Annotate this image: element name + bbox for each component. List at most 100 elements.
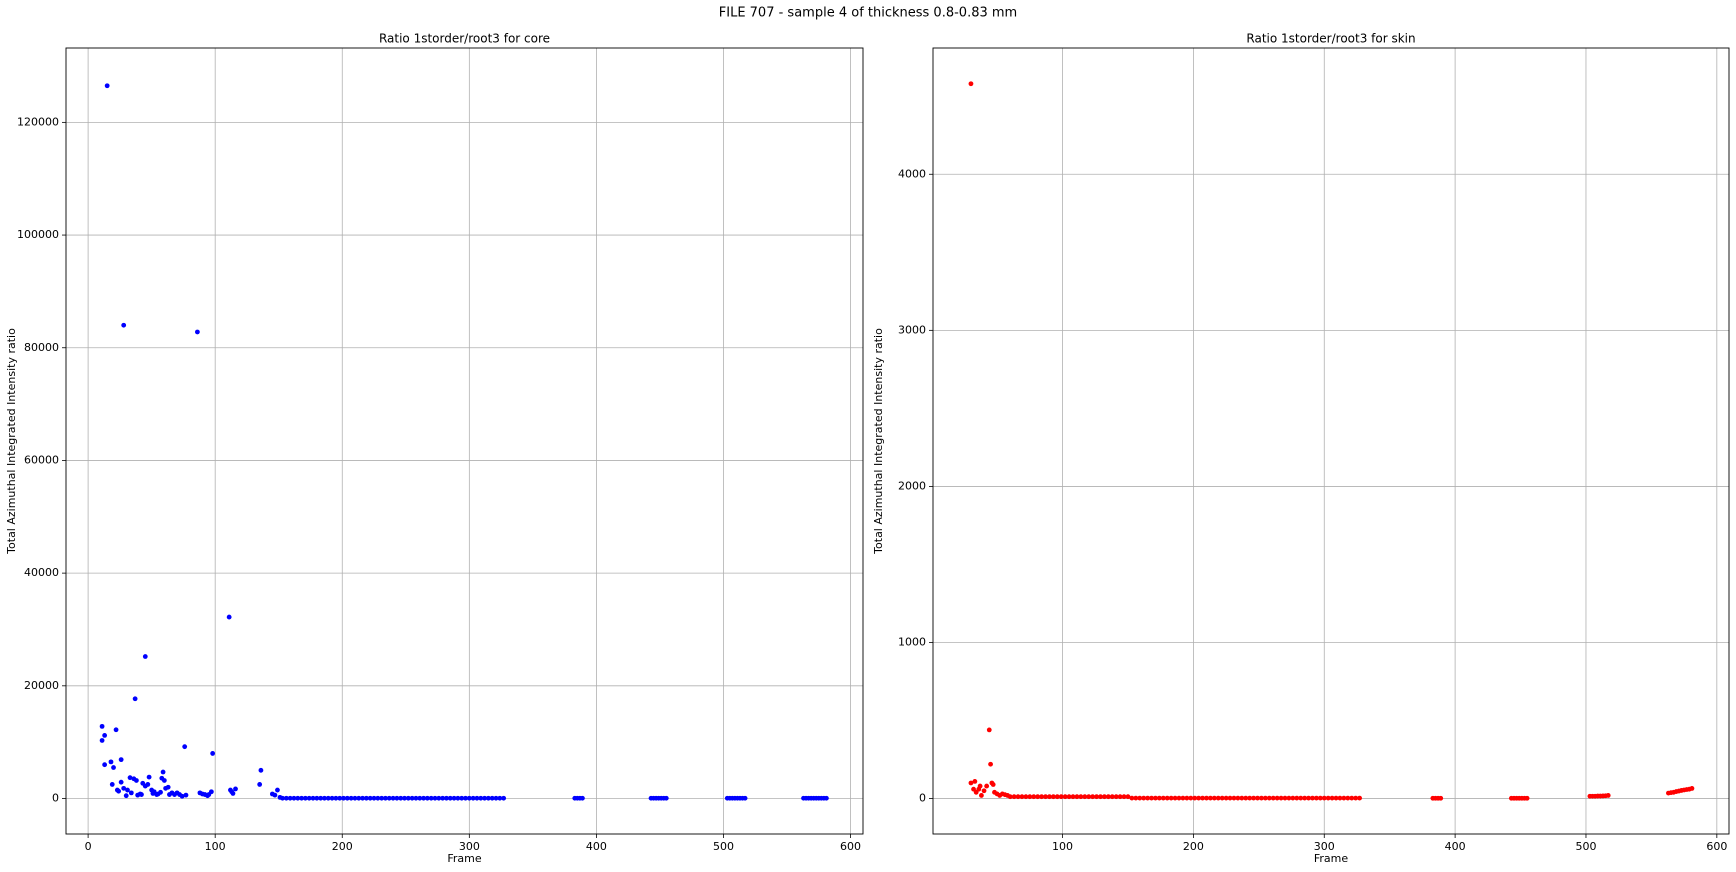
point xyxy=(272,792,278,798)
point xyxy=(348,795,354,801)
point xyxy=(1011,794,1017,800)
point xyxy=(1294,795,1300,801)
point xyxy=(1145,795,1151,801)
point xyxy=(1086,794,1092,800)
point xyxy=(1113,794,1119,800)
point xyxy=(424,795,430,801)
point xyxy=(1325,795,1331,801)
point xyxy=(146,774,152,780)
point xyxy=(303,795,308,801)
x-axis-label: Frame xyxy=(447,852,482,865)
point xyxy=(160,769,166,775)
point xyxy=(230,791,236,796)
point xyxy=(1524,795,1530,801)
point xyxy=(1251,795,1256,801)
point xyxy=(257,782,263,787)
point xyxy=(132,696,138,702)
point xyxy=(1129,795,1135,801)
point xyxy=(489,795,495,801)
point xyxy=(1192,795,1198,801)
axes-title: Ratio 1storder/root3 for core xyxy=(379,32,550,46)
x-tick-label: 600 xyxy=(1706,840,1727,853)
point xyxy=(287,795,293,801)
x-tick-label: 300 xyxy=(1314,840,1335,853)
y-tick-label: 40000 xyxy=(24,566,59,579)
point xyxy=(111,765,116,770)
point xyxy=(325,795,331,801)
point xyxy=(968,780,974,786)
point xyxy=(1314,795,1319,801)
point xyxy=(988,761,993,767)
point xyxy=(1019,794,1025,800)
point xyxy=(482,795,487,801)
point xyxy=(398,795,404,801)
point xyxy=(986,727,992,733)
point xyxy=(121,322,127,328)
point xyxy=(208,789,214,795)
point xyxy=(1298,795,1304,801)
point xyxy=(1219,795,1225,801)
point xyxy=(127,775,133,781)
point xyxy=(1023,794,1029,800)
point xyxy=(1321,795,1327,801)
point xyxy=(363,795,369,801)
point xyxy=(165,784,171,790)
point xyxy=(1290,795,1296,801)
point xyxy=(179,793,185,799)
point xyxy=(417,795,423,801)
point xyxy=(125,787,130,793)
point xyxy=(333,795,339,801)
point xyxy=(979,793,984,798)
point xyxy=(139,792,144,797)
x-tick-label: 400 xyxy=(586,840,607,853)
point xyxy=(182,744,188,750)
point xyxy=(329,795,335,801)
point xyxy=(977,783,983,789)
point xyxy=(1605,793,1611,798)
point xyxy=(275,787,280,793)
point xyxy=(1070,794,1076,800)
y-tick-label: 4000 xyxy=(898,167,926,180)
point xyxy=(1015,794,1021,800)
point xyxy=(451,795,457,801)
point xyxy=(1039,794,1045,800)
x-tick-label: 400 xyxy=(1445,840,1466,853)
point xyxy=(1329,795,1335,801)
x-tick-label: 300 xyxy=(459,840,480,853)
point xyxy=(295,795,301,801)
point xyxy=(1160,795,1166,801)
point xyxy=(158,789,163,795)
point xyxy=(102,762,108,768)
point xyxy=(1054,794,1060,800)
point xyxy=(128,790,134,796)
x-tick-label: 100 xyxy=(1052,840,1073,853)
point xyxy=(1286,795,1292,801)
point xyxy=(1200,795,1205,801)
x-tick-label: 0 xyxy=(85,840,92,853)
y-tick-label: 60000 xyxy=(24,453,59,466)
point xyxy=(1259,795,1264,801)
point xyxy=(145,782,151,787)
point xyxy=(455,795,461,801)
y-tick-label: 20000 xyxy=(24,679,59,692)
point xyxy=(1247,795,1253,801)
point xyxy=(1062,794,1068,800)
point xyxy=(1172,795,1178,801)
point xyxy=(102,732,108,738)
point xyxy=(109,782,115,787)
point xyxy=(390,795,396,801)
x-tick-label: 500 xyxy=(713,840,734,853)
point xyxy=(1274,795,1280,801)
point xyxy=(123,793,129,799)
point xyxy=(1176,795,1182,801)
point xyxy=(375,795,381,801)
point xyxy=(824,795,829,801)
point xyxy=(233,786,238,792)
point xyxy=(478,795,484,801)
point xyxy=(984,783,990,789)
y-axis-label: Total Azimuthal Integrated Intensity rat… xyxy=(872,328,885,555)
point xyxy=(440,795,446,801)
point xyxy=(1333,795,1339,801)
point xyxy=(299,795,304,801)
figure-title: FILE 707 - sample 4 of thickness 0.8-0.8… xyxy=(719,6,1017,21)
